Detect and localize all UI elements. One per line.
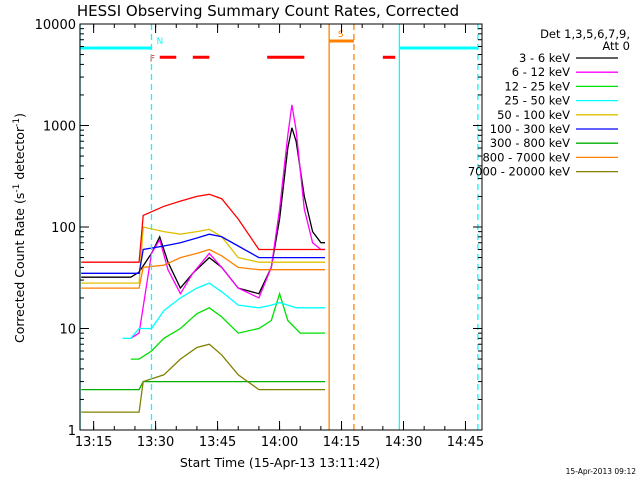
legend-label-6: 300 - 800 keV [490, 136, 570, 150]
x-tick-label-2: 13:45 [199, 435, 236, 450]
y-axis-label-main: Corrected Count Rate (s [12, 193, 27, 343]
legend-label-7: 800 - 7000 keV [482, 150, 570, 164]
y-axis-label-sup1: -1 [12, 184, 22, 193]
x-tick-label-4: 14:15 [323, 435, 360, 450]
plot-vlines [79, 24, 479, 430]
series-line-6 [81, 380, 325, 391]
series-line-7 [81, 248, 325, 289]
series-line-1 [130, 104, 325, 339]
y-axis-label-mid: detector [12, 126, 27, 184]
y-axis-label-sup2: -1 [12, 118, 22, 127]
y-axis-label-end: ) [12, 113, 27, 118]
x-tick-label-1: 13:30 [137, 435, 174, 450]
x-tick-label-3: 14:00 [261, 435, 298, 450]
legend-header-2: Att 0 [602, 39, 630, 53]
y-tick-label-4: 10000 [35, 18, 76, 33]
legend-label-1: 6 - 12 keV [512, 65, 570, 79]
series-line-0 [81, 127, 325, 295]
plot-frame [79, 23, 483, 431]
x-tick-label-0: 13:15 [75, 435, 112, 450]
y-tick-label-0: 1 [68, 424, 76, 439]
flag-label-S: S [338, 30, 344, 40]
y-tick-label-3: 1000 [43, 120, 76, 135]
x-axis-label: Start Time (15-Apr-13 13:11:42) [180, 455, 380, 470]
legend-label-8: 7000 - 20000 keV [468, 165, 570, 179]
legend-label-5: 100 - 300 keV [490, 122, 570, 136]
chart-title: HESSI Observing Summary Count Rates, Cor… [77, 2, 459, 20]
series-line-9 [81, 193, 325, 263]
x-tick-label-6: 14:45 [447, 435, 484, 450]
legend-header-1: Det 1,3,5,6,7,9, [540, 27, 630, 41]
legend-label-4: 50 - 100 keV [497, 108, 570, 122]
series-line-3 [122, 282, 325, 339]
y-tick-label-1: 10 [59, 323, 76, 338]
series-line-5 [81, 233, 325, 274]
x-tick-label-5: 14:30 [385, 435, 422, 450]
flag-label-F: F [150, 54, 155, 64]
series-line-8 [81, 343, 325, 413]
plot-lines [81, 104, 325, 413]
footer-date: 15-Apr-2013 09:12 [566, 467, 637, 476]
y-tick-label-2: 100 [51, 221, 76, 236]
y-axis-label: Corrected Count Rate (s-1 detector-1) [12, 113, 27, 343]
legend-label-3: 25 - 50 keV [504, 94, 570, 108]
legend-label-2: 12 - 25 keV [504, 79, 570, 93]
series-line-2 [130, 291, 325, 360]
series-line-4 [81, 226, 325, 284]
flag-label-N: N [156, 37, 163, 47]
legend-label-0: 3 - 6 keV [519, 51, 570, 65]
plot-flags: NF S [80, 30, 478, 64]
tick-labels: 13:15 13:30 13:45 14:00 14:15 14:30 14:45 1 10 10… [35, 18, 485, 450]
axis-ticks [80, 23, 482, 431]
